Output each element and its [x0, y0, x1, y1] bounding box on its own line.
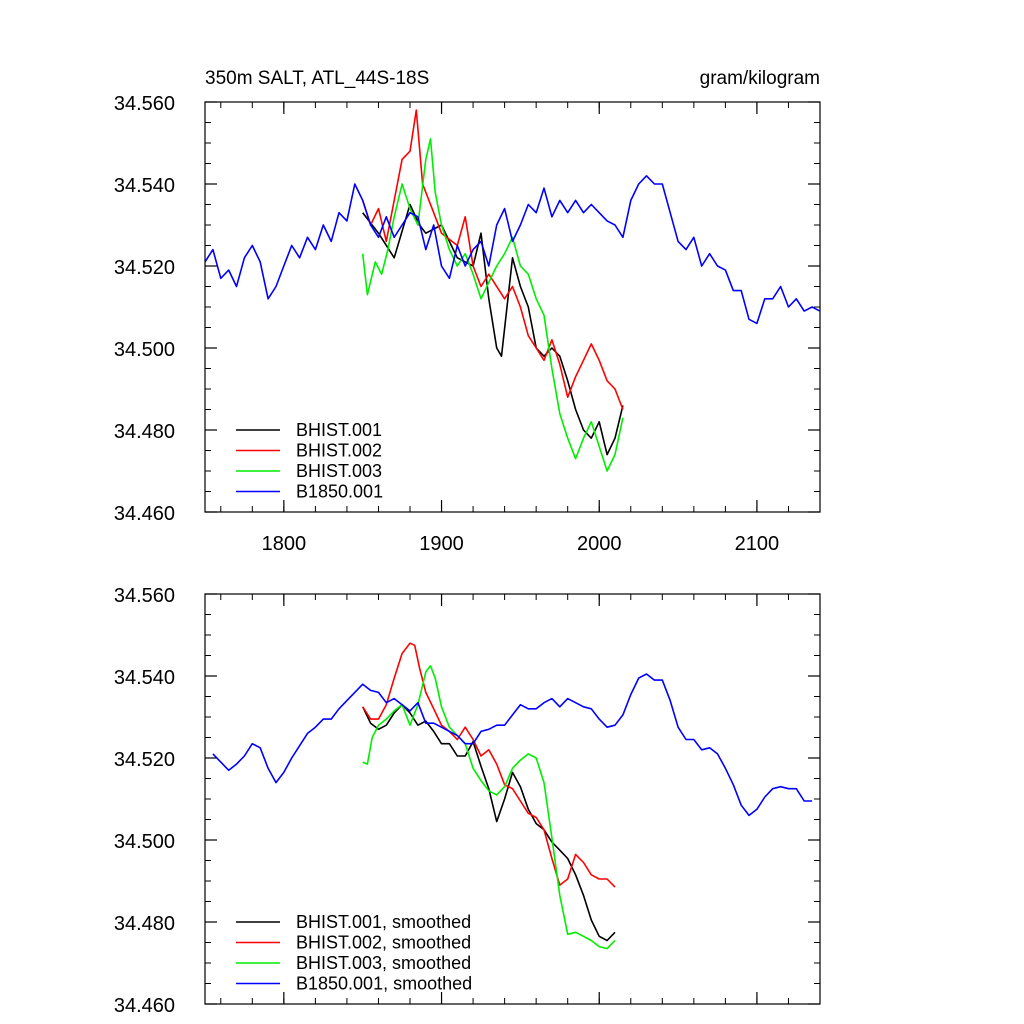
- y-tick-label: 34.500: [114, 339, 175, 361]
- legend-label: BHIST.002: [296, 441, 382, 461]
- x-tick-label: 1800: [262, 533, 307, 555]
- y-tick-label: 34.560: [114, 585, 175, 607]
- legend-label: BHIST.001: [296, 420, 382, 440]
- series-line-bhist-001: [362, 203, 624, 456]
- x-tick-label: 1900: [419, 533, 464, 555]
- units-label: gram/kilogram: [700, 68, 820, 89]
- chart-title: 350m SALT, ATL_44S-18S: [205, 68, 429, 89]
- x-tick-label: 2000: [577, 533, 622, 555]
- y-tick-label: 34.520: [114, 749, 175, 771]
- bottom-panel: 34.460 34.480 34.500 34.520 34.540 34.560 BHIS…: [114, 585, 821, 1017]
- series-line-bhist-002: [361, 109, 624, 410]
- series-line-bhist-003-smoothed: [362, 664, 616, 950]
- legend-label: BHIST.003, smoothed: [296, 953, 471, 973]
- legend-label: B1850.001: [296, 482, 383, 502]
- series-line-bhist-002-smoothed: [362, 642, 616, 888]
- y-tick-label: 34.540: [114, 667, 175, 689]
- series-line-bhist-003: [361, 138, 624, 472]
- y-tick-label: 34.480: [114, 421, 175, 443]
- legend-label: BHIST.003: [296, 461, 382, 481]
- y-tick-label: 34.500: [114, 831, 175, 853]
- x-tick-label: 2100: [735, 533, 780, 555]
- series-line-bhist-001-smoothed: [361, 703, 616, 942]
- legend-label: BHIST.001, smoothed: [296, 912, 471, 932]
- y-tick-label: 34.560: [114, 93, 175, 115]
- legend-label: B1850.001, smoothed: [296, 974, 472, 994]
- series-line-b1850-001: [205, 175, 820, 325]
- y-tick-label: 34.480: [114, 913, 175, 935]
- y-tick-label: 34.460: [114, 503, 175, 525]
- series-line-b1850-001-smoothed: [212, 673, 813, 817]
- y-tick-label: 34.540: [114, 175, 175, 197]
- legend-label: BHIST.002, smoothed: [296, 933, 471, 953]
- top-panel: 34.460 34.480 34.500 34.520 34.540 34.560 1800…: [114, 68, 821, 555]
- y-tick-label: 34.520: [114, 257, 175, 279]
- y-tick-label: 34.460: [114, 995, 175, 1017]
